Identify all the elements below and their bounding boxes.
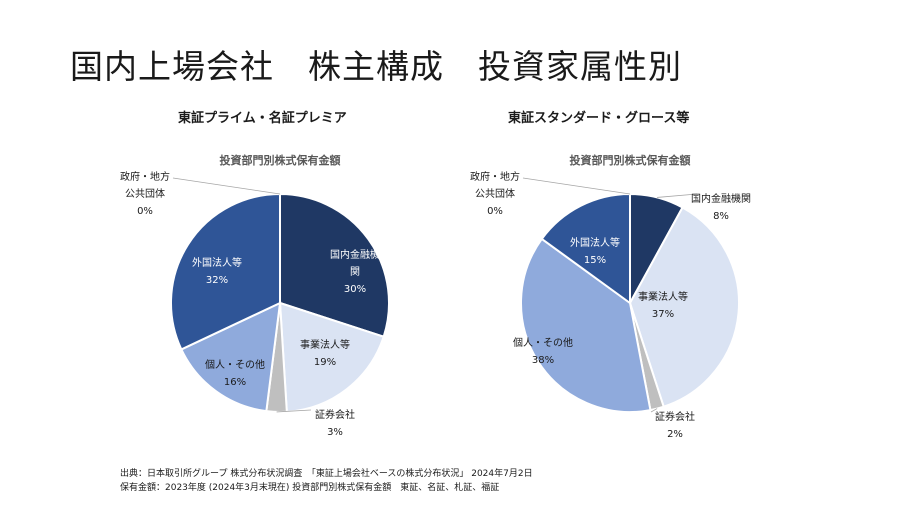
chart2-heading: 東証スタンダード・グロース等 <box>508 111 690 126</box>
leader-line-securities-companies <box>650 408 658 413</box>
data-label-securities-companies: 証券会社 3% <box>315 408 355 438</box>
data-label-business-corporations: 事業法人等 37% <box>638 290 688 320</box>
leader-line-domestic-financial <box>657 193 698 198</box>
data-label-government-local: 政府・地方公共団体 0% <box>120 170 170 217</box>
data-label-domestic-financial: 国内金融機関 8% <box>691 192 751 222</box>
pie-slice-foreign-corporations <box>540 192 631 305</box>
data-label-foreign-corporations: 外国法人等 15% <box>570 236 620 266</box>
leader-line-government-local <box>172 177 281 195</box>
pie-chart-prime: 投資部門別株式保有金額 国内金融機関 30% 事業法人等 19% 証券会社 3% 個人・その… <box>120 153 391 438</box>
pie-slice-individuals-others <box>180 301 282 413</box>
pie-slice-business-corporations <box>628 206 740 408</box>
data-label-government-local: 政府・地方公共団体 0% <box>470 170 520 217</box>
pie-chart-standard: 投資部門別株式保有金額 国内金融機関 8% 事業法人等 37% 証券会社 2% 個人・その他… <box>470 153 751 440</box>
data-label-foreign-corporations: 外国法人等 32% <box>192 256 242 286</box>
data-label-individuals-others: 個人・その他 38% <box>513 336 573 366</box>
chart1-title: 投資部門別株式保有金額 <box>220 153 341 167</box>
data-label-securities-companies: 証券会社 2% <box>655 410 695 440</box>
leader-line-government-local <box>522 177 631 195</box>
holding-note: 保有金額：2023年度 (2024年3月末現在) 投資部門別株式保有金額 東証、… <box>120 483 500 493</box>
chart2-title: 投資部門別株式保有金額 <box>570 153 691 167</box>
pie-slice-individuals-others <box>520 237 652 413</box>
pie-slice-foreign-corporations <box>170 192 281 351</box>
leader-line-securities-companies <box>276 409 312 413</box>
data-label-domestic-financial: 国内金融機関 30% <box>330 248 380 295</box>
slide-title: 国内上場会社 株主構成 投資家属性別 <box>70 47 682 86</box>
data-label-business-corporations: 事業法人等 19% <box>300 338 350 368</box>
data-label-individuals-others: 個人・その他 16% <box>205 358 265 388</box>
source-note: 出典：日本取引所グループ 株式分布状況調査 「東証上場会社ベースの株式分布状況」… <box>120 469 533 479</box>
chart1-heading: 東証プライム・名証プレミア <box>178 111 347 126</box>
pie-slice-domestic-financial <box>279 192 391 338</box>
